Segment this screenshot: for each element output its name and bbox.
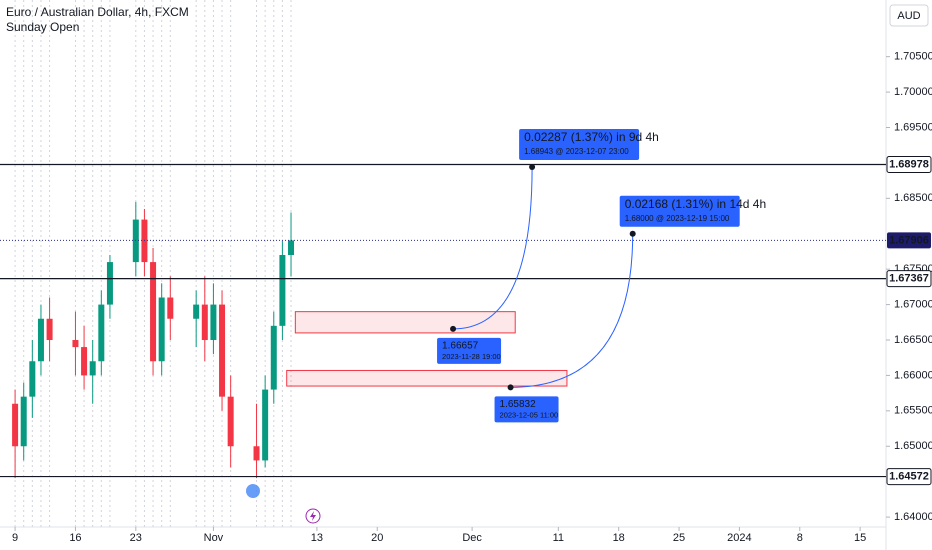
candle-body [106,262,113,305]
candle-body [167,297,174,319]
projection-detail: 1.68943 @ 2023-12-07 23:00 [524,147,629,156]
level-label: 1.67367 [889,272,929,284]
projection-curve [453,166,533,330]
projection-text: 0.02168 (1.31%) in 14d 4h [625,197,766,211]
level-label: 1.64572 [889,470,929,482]
candle-body [81,347,88,376]
zone [294,311,516,334]
projection-end [529,163,536,170]
x-tick-label: 9 [12,532,18,544]
y-tick-label: 1.65500 [894,405,932,417]
y-tick-label: 1.68500 [894,192,932,204]
y-tick-label: 1.64000 [894,511,932,523]
plot: 0.02287 (1.37%) in 9d 4h 1.68943 @ 2023-1… [0,128,886,479]
level-badge [886,468,932,486]
currency-button[interactable] [889,4,929,27]
candle-body [37,318,44,362]
projection-text: 0.02287 (1.37%) in 9d 4h [524,130,659,144]
x-tick-label: 18 [613,532,625,544]
level-badge [886,155,932,173]
start-box [494,396,559,423]
x-tick-label: 20 [371,532,383,544]
y-tick-label: 1.66000 [894,369,932,381]
y-tick-label: 1.70000 [894,86,932,98]
candle-body [253,446,260,461]
x-tick-label: 13 [311,532,323,544]
y-tick-label: 1.70500 [894,51,932,63]
level-label: 1.68978 [889,158,929,170]
start-price: 1.66657 [442,341,479,352]
level-badge [886,270,932,288]
start-box [437,337,502,364]
candle-body [210,304,217,340]
x-tick-label: 11 [553,532,564,544]
candle-body [12,403,19,447]
candle-body [201,304,208,340]
projection-box [519,128,640,160]
candle-body [150,262,157,362]
event-marker[interactable] [246,484,260,498]
projection-curve [510,233,634,388]
candle-body [29,361,36,397]
candle-body [193,304,200,319]
candle-body [279,255,286,326]
projection-detail: 1.68000 @ 2023-12-19 15:00 [625,214,730,223]
last-price-badge [887,232,931,249]
candle-body [46,318,53,340]
x-tick-label: 15 [854,532,866,544]
x-tick-label: 8 [797,532,803,544]
y-tick-label: 1.67000 [894,298,932,310]
projection-box [619,195,740,227]
candle-body [227,396,234,447]
chart-title: Euro / Australian Dollar, 4h, FXCM [6,5,189,19]
y-tick-label: 1.65000 [894,440,932,452]
candle-body [288,240,295,255]
last-price-label: 1.67906 [889,234,929,246]
chart-subtitle: Sunday Open [6,20,79,34]
axes: 1.705001.700001.695001.685001.675001.670… [12,51,932,544]
candle-body [270,325,277,390]
x-tick-label: Nov [204,532,224,544]
projection-end [629,230,636,237]
candle-body [98,304,105,362]
y-tick-label: 1.69500 [894,121,932,133]
candle-body [89,361,96,376]
start-price: 1.65832 [500,399,537,410]
candle-body [20,396,27,447]
zone [286,369,568,387]
currency-label[interactable]: AUD [897,10,920,22]
y-tick-label: 1.66500 [894,334,932,346]
start-time: 2023-12-05 11:00 [500,410,559,419]
x-tick-label: 16 [69,532,81,544]
candle-body [262,389,269,461]
projection-start [450,325,457,332]
session-icon [310,511,316,521]
start-time: 2023-11-28 19:00 [442,352,501,361]
x-tick-label: 2024 [727,532,751,544]
candle-body [72,340,79,348]
projection-start [507,384,514,391]
x-tick-label: 25 [673,532,685,544]
x-tick-label: 23 [130,532,142,544]
candle-body [158,297,165,362]
x-tick-label: Dec [462,532,482,544]
candle-body [219,304,226,397]
